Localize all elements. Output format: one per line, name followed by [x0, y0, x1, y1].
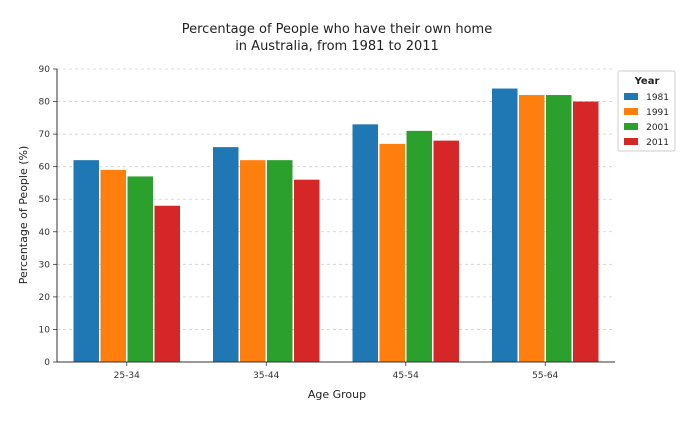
x-tick-label: 25-34 [114, 371, 140, 381]
legend-label-1991: 1991 [646, 108, 669, 118]
bar-25-34-2011 [154, 205, 180, 362]
y-tick-label: 10 [39, 325, 51, 335]
legend-swatch-1981 [624, 93, 638, 100]
legend-label-2001: 2001 [646, 123, 669, 133]
legend-swatch-2001 [624, 123, 638, 130]
bars [73, 88, 599, 363]
axes [56, 69, 615, 363]
y-tick-label: 80 [39, 98, 51, 108]
bar-25-34-2001 [127, 176, 153, 362]
bar-25-34-1991 [100, 169, 126, 362]
y-tick-label: 20 [39, 293, 51, 303]
x-tick-label: 45-54 [393, 371, 419, 381]
legend-title: Year [634, 76, 660, 87]
y-tick-label: 60 [39, 163, 51, 173]
legend-label-1981: 1981 [646, 93, 669, 103]
y-tick-label: 70 [39, 130, 51, 140]
legend-swatch-2011 [624, 138, 638, 145]
x-axis-ticks: 25-34 35-44 45-54 55-64 [114, 362, 559, 381]
y-tick-label: 0 [44, 358, 50, 368]
y-tick-label: 40 [39, 228, 51, 238]
x-tick-label: 35-44 [253, 371, 279, 381]
bar-45-54-2001 [406, 130, 432, 362]
bar-55-64-2001 [546, 95, 572, 363]
bar-45-54-1991 [379, 143, 405, 362]
bar-25-34-1981 [73, 160, 99, 362]
y-tick-label: 50 [39, 195, 51, 205]
bar-55-64-1981 [492, 88, 518, 363]
bar-55-64-1991 [519, 95, 545, 363]
legend-label-2011: 2011 [646, 138, 669, 148]
legend-swatch-1991 [624, 108, 638, 115]
y-tick-label: 30 [39, 260, 51, 270]
chart-title-line-2: in Australia, from 1981 to 2011 [235, 39, 439, 54]
bar-55-64-2011 [573, 101, 599, 363]
bar-35-44-1981 [213, 147, 239, 362]
bar-35-44-2011 [294, 179, 320, 362]
y-axis-ticks: 0 10 20 30 40 50 60 70 80 90 [39, 65, 57, 368]
bar-35-44-1991 [240, 160, 266, 362]
bar-35-44-2001 [267, 160, 293, 362]
legend: Year 1981 1991 2001 2011 [617, 70, 676, 152]
y-tick-label: 90 [39, 65, 51, 75]
x-axis-label: Age Group [308, 388, 366, 401]
bar-45-54-2011 [433, 140, 459, 362]
chart-title-line-1: Percentage of People who have their own … [182, 22, 492, 37]
bar-45-54-1981 [352, 124, 378, 362]
x-tick-label: 55-64 [532, 371, 558, 381]
y-axis-label: Percentage of People (%) [17, 146, 30, 285]
legend-box [617, 70, 676, 152]
